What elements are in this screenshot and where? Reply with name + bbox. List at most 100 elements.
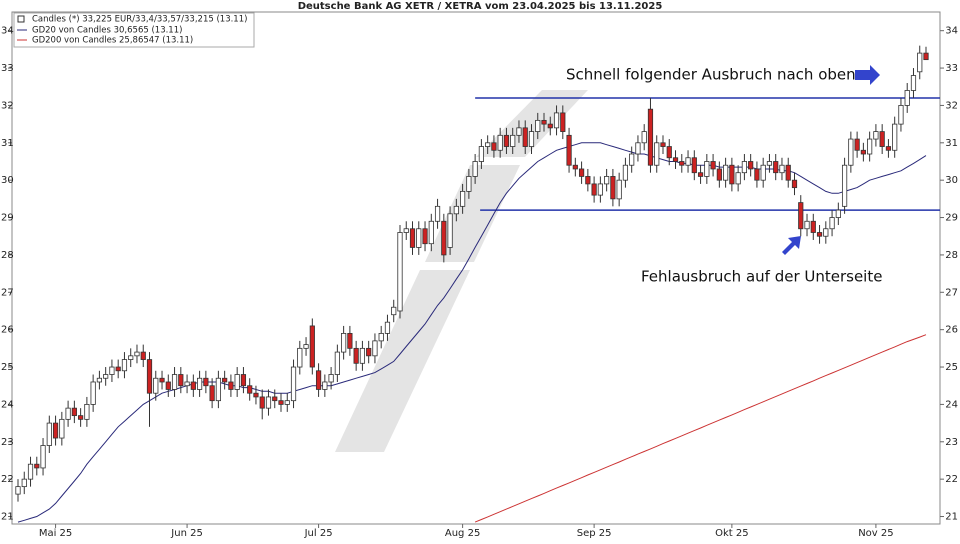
annotation: Schnell folgender Ausbruch nach oben xyxy=(566,66,856,84)
candle-body xyxy=(65,407,71,420)
candle-body xyxy=(597,183,603,196)
candle-body xyxy=(196,377,203,390)
candle-body xyxy=(96,377,103,383)
candle-body xyxy=(103,374,109,379)
candle-body xyxy=(84,404,90,420)
candle-body xyxy=(829,217,835,230)
candle-body xyxy=(804,220,810,230)
candle-body xyxy=(284,400,290,405)
candle-body xyxy=(560,112,566,132)
y-tick-label: 25 xyxy=(945,362,958,373)
candle-body xyxy=(604,176,610,185)
candle-body xyxy=(578,168,585,177)
x-tick-label: Okt 25 xyxy=(715,528,749,539)
candle-body xyxy=(798,202,804,230)
x-tick-label: Jul 25 xyxy=(304,528,333,539)
legend-box xyxy=(13,12,255,48)
y-tick-label: 30 xyxy=(945,175,958,186)
candle-body xyxy=(723,164,729,181)
legend: Candles (*) 33,225 EUR/33,4/33,57/33,215… xyxy=(13,12,255,48)
candle-body xyxy=(153,377,159,394)
candle-body xyxy=(209,385,215,402)
candle-body xyxy=(272,396,278,402)
candle-body xyxy=(460,190,466,207)
candle-body xyxy=(40,445,46,469)
candle-body xyxy=(572,164,578,170)
x-tick-label: Jun 25 xyxy=(170,528,203,539)
candle-body xyxy=(785,164,791,181)
candle-body xyxy=(190,381,196,390)
candle-body xyxy=(334,351,340,375)
x-tick-label: Aug 25 xyxy=(445,528,480,539)
candle-body xyxy=(384,321,391,334)
candle-body xyxy=(791,179,798,189)
candle-body xyxy=(660,142,666,147)
candle-body xyxy=(491,142,497,151)
candle-body xyxy=(466,176,472,192)
candle-body xyxy=(547,123,553,129)
y-tick-label: 29 xyxy=(1,213,14,224)
candle-body xyxy=(228,381,234,390)
candle-body xyxy=(184,381,190,387)
candle-body xyxy=(910,75,917,91)
candle-body xyxy=(378,333,384,342)
candle-body xyxy=(810,220,816,233)
plot-frame xyxy=(11,11,941,525)
candle-body xyxy=(748,161,754,170)
legend-label: GD20 von Candles 30,6565 (13.11) xyxy=(32,26,182,36)
candle-body xyxy=(453,205,459,215)
candle-body xyxy=(904,90,910,106)
y-tick-label: 26 xyxy=(945,325,958,336)
candle-body xyxy=(259,396,265,409)
candle-body xyxy=(328,374,334,383)
candle-body xyxy=(366,347,372,357)
candle-body xyxy=(52,422,59,439)
candle-body xyxy=(635,142,641,155)
candle-body xyxy=(591,183,597,196)
candle-body xyxy=(34,463,40,469)
candle-body xyxy=(391,306,397,316)
candle-body xyxy=(416,228,422,248)
candle-body xyxy=(666,146,672,159)
candle-body xyxy=(541,119,547,125)
candle-body xyxy=(297,347,303,368)
candle-body xyxy=(535,119,541,132)
candle-body xyxy=(303,344,309,349)
candle-body xyxy=(510,134,516,147)
candle-body xyxy=(265,396,272,409)
candle-body xyxy=(353,347,359,364)
candle-body xyxy=(898,105,904,125)
y-tick-label: 23 xyxy=(1,437,14,448)
candle-body xyxy=(140,351,146,360)
candle-body xyxy=(109,366,115,375)
y-tick-label: 31 xyxy=(945,138,958,149)
candle-body xyxy=(322,381,328,390)
candle-body xyxy=(691,157,697,174)
candle-body xyxy=(403,228,409,233)
y-tick-label: 21 xyxy=(1,512,14,523)
candle-body xyxy=(516,127,522,136)
candle-body xyxy=(222,377,228,383)
arrow-up-right xyxy=(782,236,801,255)
candle-body xyxy=(178,374,184,387)
y-tick-label: 34 xyxy=(1,26,14,37)
candle-body xyxy=(553,112,560,129)
candle-body xyxy=(873,131,879,140)
candle-body xyxy=(203,377,209,387)
candle-body xyxy=(754,168,760,181)
candle-body xyxy=(478,146,484,162)
candle-body xyxy=(397,232,403,312)
candle-body xyxy=(278,400,284,405)
candle-body xyxy=(641,131,647,144)
y-tick-label: 27 xyxy=(1,287,14,298)
candle-body xyxy=(697,172,704,177)
candle-body xyxy=(347,333,353,349)
candle-body xyxy=(779,164,785,174)
arrow-right xyxy=(855,65,880,85)
candle-body xyxy=(917,52,923,73)
candle-body xyxy=(359,347,366,364)
candle-body xyxy=(165,381,171,390)
candle-body xyxy=(341,333,347,353)
